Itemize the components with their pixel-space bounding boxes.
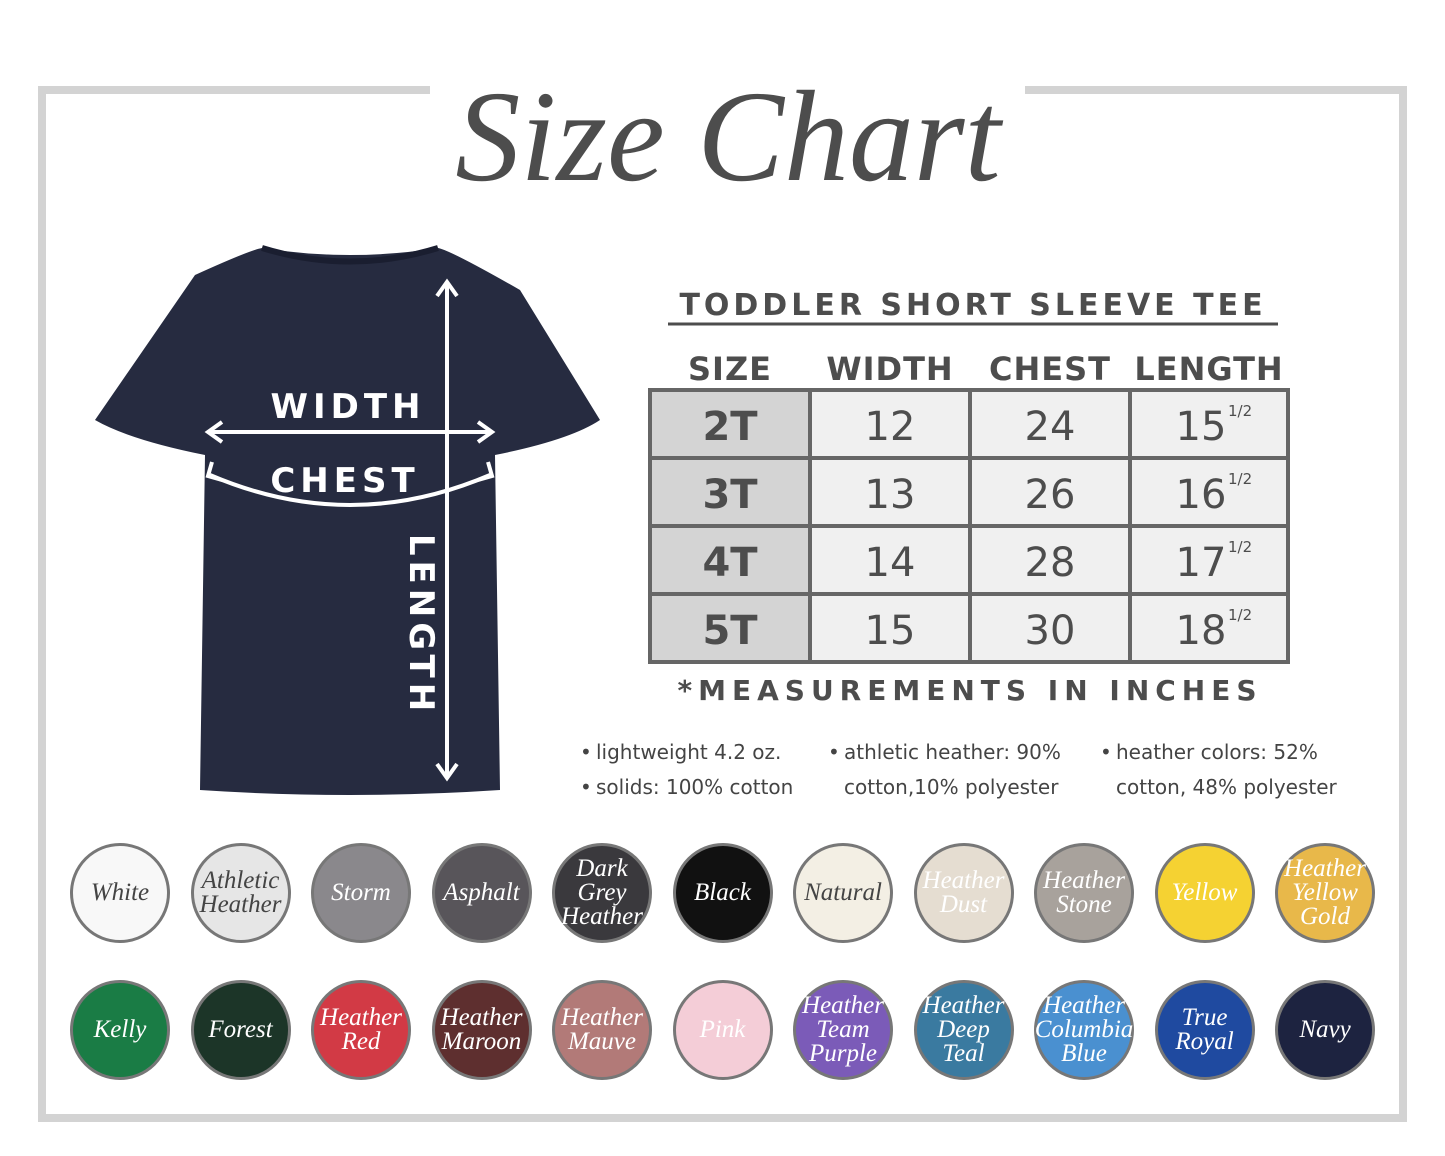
spec-item: lightweight 4.2 oz. xyxy=(580,735,793,770)
cell-text: 5T xyxy=(702,608,758,654)
cell-text: 14 xyxy=(865,540,916,586)
cell-fraction: 1/2 xyxy=(1228,470,1252,488)
table-cell xyxy=(968,456,1132,528)
cell-text: 12 xyxy=(865,404,916,450)
cell-text: 16 xyxy=(1176,472,1227,518)
color-swatch: True Royal xyxy=(1154,980,1255,1080)
color-swatch: Pink xyxy=(672,980,773,1080)
column-header: SIZE xyxy=(688,350,772,388)
cell-text: 15 xyxy=(1176,404,1227,450)
table-note: *MEASUREMENTS IN INCHES xyxy=(677,674,1262,707)
color-swatch: Dark Grey Heather xyxy=(552,843,652,943)
title: Size Chart xyxy=(455,65,1003,209)
color-swatch: Yellow xyxy=(1154,843,1255,943)
color-swatch: Natural xyxy=(793,843,893,943)
cell-text: 2T xyxy=(702,404,758,450)
color-swatch: Heather Dust xyxy=(913,843,1014,943)
cell-fraction: 1/2 xyxy=(1228,402,1252,420)
color-swatch: Asphalt xyxy=(431,843,532,943)
color-swatch: Heather Maroon xyxy=(431,980,532,1080)
cell-text: 26 xyxy=(1025,472,1076,518)
cell-text: 13 xyxy=(865,472,916,518)
column-header: LENGTH xyxy=(1134,350,1283,388)
color-swatch: Forest xyxy=(190,980,291,1080)
color-swatch: Heather Team Purple xyxy=(793,980,893,1080)
shirt xyxy=(95,248,600,795)
title-gap xyxy=(430,60,1025,130)
spec-column: lightweight 4.2 oz. solids: 100% cotton xyxy=(580,735,793,805)
color-swatch: Navy xyxy=(1275,980,1375,1080)
width-label: WIDTH xyxy=(270,387,425,427)
color-swatch: Athletic Heather xyxy=(190,843,291,943)
column-header: CHEST xyxy=(989,350,1111,388)
column-header: WIDTH xyxy=(826,350,953,388)
color-swatch: Storm xyxy=(311,843,411,943)
table-title: TODDLER SHORT SLEEVE TEE xyxy=(679,288,1266,323)
chest-label: CHEST xyxy=(270,461,419,501)
table-cell xyxy=(968,388,1132,460)
table-cell xyxy=(968,592,1132,664)
cell-text: 15 xyxy=(865,608,916,654)
spec-item: solids: 100% cotton xyxy=(580,770,793,805)
table-cell xyxy=(1128,592,1290,664)
cell-text: 28 xyxy=(1025,540,1076,586)
color-swatch: Heather Deep Teal xyxy=(913,980,1014,1080)
length-label: LENGTH xyxy=(401,534,441,716)
table-cell xyxy=(1128,524,1290,596)
spec-column: heather colors: 52% cotton, 48% polyeste… xyxy=(1100,735,1360,805)
color-swatch: Heather Red xyxy=(311,980,411,1080)
cell-text: 30 xyxy=(1025,608,1076,654)
spec-column: athletic heather: 90% cotton,10% polyest… xyxy=(828,735,1078,805)
cell-fraction: 1/2 xyxy=(1228,538,1252,556)
color-swatch: Black xyxy=(672,843,773,943)
cell-text: 18 xyxy=(1176,608,1227,654)
arrows xyxy=(204,278,496,782)
color-swatch: Heather Mauve xyxy=(552,980,652,1080)
table-cell xyxy=(808,524,972,596)
table-cell xyxy=(968,524,1132,596)
color-swatch: Heather Yellow Gold xyxy=(1275,843,1375,943)
cell-fraction: 1/2 xyxy=(1228,606,1252,624)
color-swatch: Heather Columbia Blue xyxy=(1034,980,1134,1080)
cell-text: 4T xyxy=(702,540,758,586)
spec-item: athletic heather: 90% cotton,10% polyest… xyxy=(828,735,1078,805)
collar xyxy=(261,245,439,265)
cell-text: 3T xyxy=(702,472,758,518)
spec-item: heather colors: 52% cotton, 48% polyeste… xyxy=(1100,735,1360,805)
cell-text: 17 xyxy=(1176,540,1227,586)
table-cell xyxy=(808,456,972,528)
color-swatch: Heather Stone xyxy=(1034,843,1134,943)
cell-text: 24 xyxy=(1025,404,1076,450)
table-cell xyxy=(1128,456,1290,528)
color-swatch: White xyxy=(70,843,170,943)
color-swatch: Kelly xyxy=(70,980,170,1080)
